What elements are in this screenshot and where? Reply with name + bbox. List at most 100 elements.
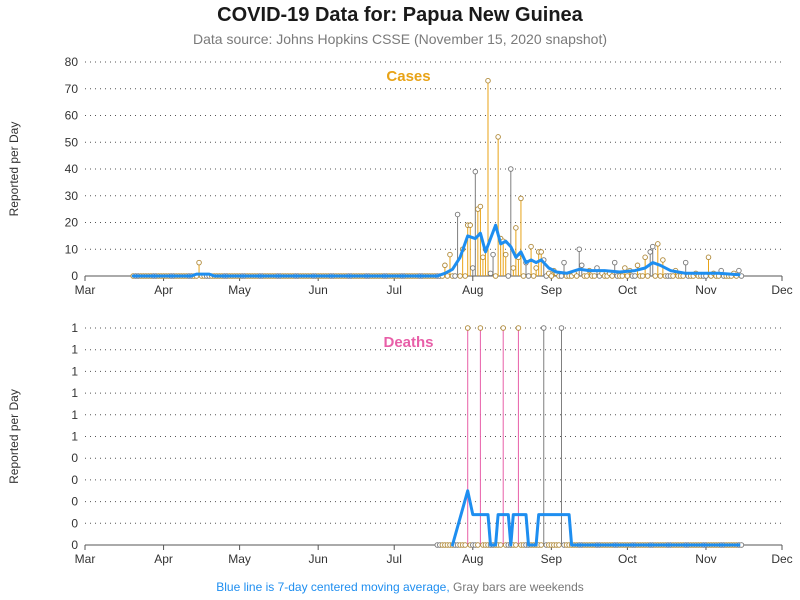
deaths-daily-marker <box>497 542 504 548</box>
deaths-y-tick-label: 0 <box>71 451 78 465</box>
cases-daily-marker <box>533 265 539 271</box>
cases-y-tick-label: 0 <box>71 269 78 283</box>
cases-daily-marker <box>624 273 631 279</box>
cases-daily-marker <box>670 273 676 279</box>
cases-daily-marker <box>472 168 479 175</box>
cases-panel: 0 10 20 30 40 50 60 70 80 Reported per Day Mar Apr M… <box>7 55 793 297</box>
cases-daily-marker <box>495 134 501 140</box>
footnote-moving-average: Blue line is 7-day centered moving avera… <box>216 580 450 594</box>
cases-y-tick-label: 10 <box>65 242 79 256</box>
deaths-y-tick-label: 1 <box>71 343 78 357</box>
cases-daily-marker <box>652 273 659 279</box>
cases-daily-marker <box>525 273 532 279</box>
deaths-x-tick-label: Oct <box>618 552 637 566</box>
cases-daily-marker <box>682 259 689 266</box>
cases-y-tick-label: 60 <box>65 109 79 123</box>
cases-daily-marker <box>492 273 499 279</box>
deaths-x-tick-label: Sep <box>541 552 563 566</box>
cases-x-tick-label: Mar <box>75 283 96 297</box>
deaths-y-tick-label: 1 <box>71 386 78 400</box>
deaths-daily-marker <box>477 325 484 331</box>
deaths-y-axis-label: Reported per Day <box>7 389 21 484</box>
cases-daily-marker <box>528 243 534 250</box>
cases-daily-marker <box>705 254 712 261</box>
footnote-weekends: Gray bars are weekends <box>453 580 584 594</box>
deaths-moving-average-line <box>451 489 741 547</box>
cases-daily-marker <box>579 262 585 269</box>
cases-y-tick-label: 30 <box>65 189 79 203</box>
cases-daily-marker <box>477 203 484 210</box>
cases-daily-marker <box>573 273 580 279</box>
cases-daily-marker <box>632 273 638 279</box>
chart-title: COVID-19 Data for: Papua New Guinea <box>217 4 583 26</box>
deaths-y-tick-label: 1 <box>71 364 78 378</box>
cases-daily-marker <box>452 273 458 279</box>
cases-daily-marker <box>508 166 514 172</box>
cases-y-tick-label: 70 <box>65 82 79 96</box>
cases-daily-marker <box>505 273 512 279</box>
cases-x-tick-label: Apr <box>154 283 173 297</box>
cases-daily-marker <box>490 251 496 258</box>
cases-daily-marker <box>513 225 519 231</box>
cases-y-tick-label: 20 <box>65 216 79 230</box>
cases-daily-marker <box>462 273 468 279</box>
deaths-x-tick-label: Jun <box>308 552 327 566</box>
cases-daily-marker <box>558 273 565 279</box>
deaths-daily-marker <box>538 542 544 548</box>
deaths-panel: 0 0 0 0 0 1 1 1 1 1 1 Reported per Day Mar Apr May Jun J… <box>7 321 793 566</box>
cases-daily-marker <box>644 273 651 279</box>
deaths-daily-marker <box>556 542 562 548</box>
deaths-daily-marker <box>500 325 506 331</box>
cases-daily-marker <box>655 241 661 247</box>
cases-daily-marker <box>530 273 537 279</box>
cases-x-tick-label: Sep <box>541 283 563 297</box>
deaths-x-tick-label: Apr <box>154 552 173 566</box>
cases-daily-marker <box>576 246 582 252</box>
cases-moving-average-line <box>131 223 741 278</box>
cases-daily-marker <box>442 262 448 269</box>
deaths-daily-marker <box>464 325 471 331</box>
cases-daily-marker <box>457 273 463 279</box>
deaths-x-tick-label: Jul <box>387 552 402 566</box>
deaths-y-tick-label: 1 <box>71 430 78 444</box>
deaths-y-tick-label: 0 <box>71 495 78 509</box>
cases-x-tick-label: Dec <box>771 283 792 297</box>
cases-daily-marker <box>520 273 527 279</box>
deaths-x-tick-label: Aug <box>462 552 483 566</box>
cases-daily-marker <box>518 195 524 202</box>
deaths-x-tick-label: Dec <box>771 552 792 566</box>
deaths-y-tick-label: 1 <box>71 408 78 422</box>
deaths-daily-marker <box>462 542 468 548</box>
deaths-y-tick-label: 0 <box>71 473 78 487</box>
cases-daily-marker <box>502 251 509 258</box>
cases-daily-marker <box>467 222 474 228</box>
footnote: Blue line is 7-day centered moving avera… <box>0 580 800 594</box>
cases-daily-marker <box>657 273 664 279</box>
cases-daily-marker <box>736 267 742 274</box>
cases-panel-title: Cases <box>386 68 430 85</box>
deaths-x-tick-label: Mar <box>75 552 96 566</box>
cases-daily-marker <box>591 273 598 279</box>
cases-daily-marker <box>660 257 666 263</box>
cases-x-tick-label: Aug <box>462 283 483 297</box>
deaths-daily-marker <box>541 325 547 331</box>
cases-y-tick-label: 50 <box>65 135 79 149</box>
cases-daily-marker <box>538 249 544 255</box>
cases-daily-marker <box>470 265 476 271</box>
cases-daily-marker <box>634 262 641 269</box>
cases-daily-marker <box>485 77 491 84</box>
cases-daily-marker <box>622 265 628 271</box>
deaths-daily-marker <box>558 325 565 331</box>
cases-x-tick-label: May <box>228 283 251 297</box>
deaths-x-tick-label: Nov <box>695 552 716 566</box>
deaths-y-tick-label: 1 <box>71 321 78 335</box>
cases-daily-marker <box>454 211 461 218</box>
cases-daily-marker <box>584 273 590 279</box>
cases-x-tick-label: Jun <box>308 283 327 297</box>
cases-daily-marker <box>196 259 202 266</box>
cases-daily-marker <box>510 265 517 271</box>
cases-daily-marker <box>487 270 494 277</box>
cases-y-axis-label: Reported per Day <box>7 122 21 217</box>
cases-x-tick-label: Oct <box>618 283 637 297</box>
